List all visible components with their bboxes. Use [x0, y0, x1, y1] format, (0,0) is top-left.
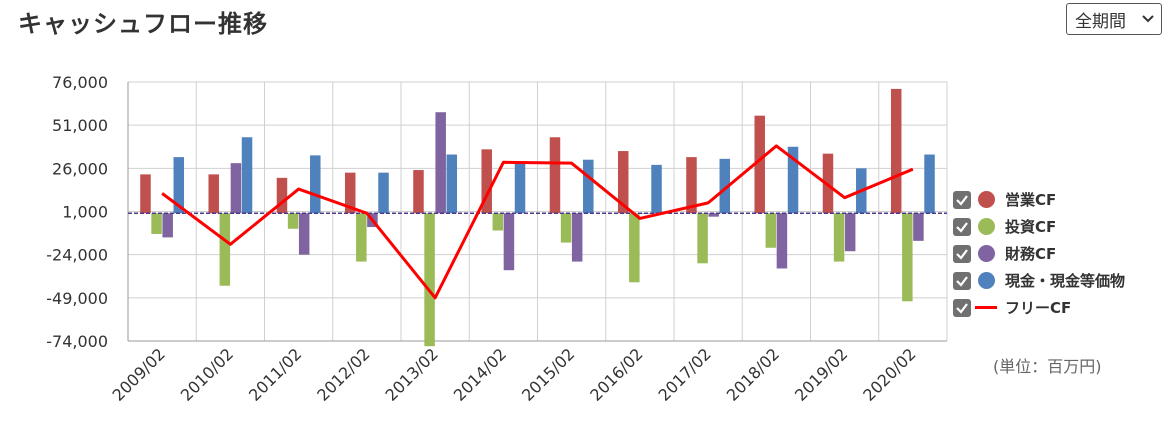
bar-現金・現金等価物: [787, 146, 799, 214]
bar-現金・現金等価物: [173, 157, 185, 214]
legend-dot-swatch: [978, 218, 995, 235]
legend-line-swatch: [975, 306, 997, 309]
legend-dot-swatch: [978, 191, 995, 208]
y-tick-label: 51,000: [52, 116, 108, 135]
bar-営業CF: [754, 115, 765, 214]
bar-財務CF: [435, 112, 446, 214]
x-tick-label: 2013/02: [382, 344, 442, 404]
legend-checkbox[interactable]: [953, 217, 971, 236]
bar-投資CF: [492, 213, 504, 231]
bar-財務CF: [230, 163, 242, 214]
bar-営業CF: [413, 170, 424, 214]
legend-checkbox[interactable]: [953, 244, 971, 263]
x-tick-label: 2017/02: [655, 344, 715, 404]
chart-legend: 営業CF 投資CF 財務CF 現金・現金等価物 フリーCF: [953, 186, 1125, 321]
legend-item[interactable]: 投資CF: [953, 213, 1125, 240]
legend-item[interactable]: 財務CF: [953, 240, 1125, 267]
x-tick-label: 2015/02: [518, 344, 578, 404]
bar-投資CF: [902, 213, 913, 302]
x-tick-label: 2020/02: [859, 344, 919, 404]
bar-現金・現金等価物: [719, 158, 731, 214]
bar-営業CF: [686, 157, 697, 214]
x-tick-label: 2011/02: [245, 344, 305, 404]
bar-財務CF: [708, 213, 719, 217]
check-icon: [956, 302, 968, 314]
bar-営業CF: [549, 137, 561, 214]
x-tick-label: 2009/02: [109, 344, 169, 404]
check-icon: [956, 221, 968, 233]
bar-現金・現金等価物: [924, 154, 935, 214]
x-tick-label: 2016/02: [586, 344, 646, 404]
legend-item[interactable]: フリーCF: [953, 294, 1125, 321]
bar-投資CF: [151, 213, 162, 234]
bar-財務CF: [503, 213, 515, 271]
line-フリーCF: [161, 144, 914, 300]
bar-投資CF: [287, 213, 299, 229]
bar-財務CF: [298, 213, 310, 255]
bar-営業CF: [140, 174, 151, 214]
bar-投資CF: [560, 213, 572, 243]
page-title: キャッシュフロー推移: [18, 10, 268, 38]
legend-label: 営業CF: [1005, 191, 1057, 209]
bar-投資CF: [424, 213, 435, 347]
y-tick-label: -24,000: [46, 246, 108, 265]
bar-営業CF: [890, 88, 902, 214]
bar-営業CF: [481, 149, 492, 214]
bar-営業CF: [208, 174, 219, 214]
legend-checkbox[interactable]: [953, 271, 971, 290]
bar-財務CF: [571, 213, 583, 262]
x-tick-label: 2010/02: [177, 344, 237, 404]
bar-営業CF: [617, 151, 629, 214]
period-select-label: 全期間: [1075, 11, 1126, 32]
bar-現金・現金等価物: [378, 172, 389, 214]
legend-label: フリーCF: [1005, 299, 1072, 317]
legend-label: 現金・現金等価物: [1005, 272, 1126, 290]
legend-item[interactable]: 現金・現金等価物: [953, 267, 1125, 294]
bar-財務CF: [913, 213, 924, 241]
bar-営業CF: [276, 177, 288, 214]
bar-投資CF: [356, 213, 367, 262]
period-select[interactable]: 全期間: [1066, 3, 1162, 35]
legend-checkbox[interactable]: [953, 298, 971, 317]
legend-label: 財務CF: [1005, 245, 1057, 263]
x-tick-label: 2014/02: [450, 344, 510, 404]
bar-現金・現金等価物: [583, 159, 594, 214]
legend-checkbox[interactable]: [953, 190, 971, 209]
chevron-down-icon: [1142, 15, 1154, 23]
check-icon: [956, 194, 968, 206]
check-icon: [956, 248, 968, 260]
legend-dot-swatch: [978, 245, 995, 262]
bar-財務CF: [162, 213, 173, 238]
bar-現金・現金等価物: [241, 137, 253, 214]
bar-財務CF: [844, 213, 856, 252]
bar-財務CF: [776, 213, 788, 269]
legend-item[interactable]: 営業CF: [953, 186, 1125, 213]
y-tick-label: -49,000: [46, 289, 108, 308]
bar-投資CF: [833, 213, 845, 262]
unit-label: (単位：百万円): [993, 357, 1102, 376]
bar-投資CF: [765, 213, 777, 248]
bar-現金・現金等価物: [310, 155, 321, 214]
bar-現金・現金等価物: [651, 164, 662, 214]
check-icon: [956, 275, 968, 287]
x-tick-label: 2019/02: [791, 344, 851, 404]
bar-現金・現金等価物: [514, 161, 526, 214]
bar-投資CF: [629, 213, 640, 283]
y-tick-label: 26,000: [52, 159, 108, 178]
x-tick-label: 2018/02: [723, 344, 783, 404]
bar-営業CF: [344, 172, 356, 214]
x-tick-label: 2012/02: [313, 344, 373, 404]
legend-dot-swatch: [978, 272, 995, 289]
bar-投資CF: [219, 213, 231, 286]
y-tick-label: 76,000: [52, 73, 108, 92]
y-tick-label: -74,000: [46, 332, 108, 351]
bar-現金・現金等価物: [446, 154, 458, 214]
legend-label: 投資CF: [1005, 218, 1057, 236]
bar-投資CF: [697, 213, 708, 264]
y-tick-label: 1,000: [62, 203, 108, 222]
